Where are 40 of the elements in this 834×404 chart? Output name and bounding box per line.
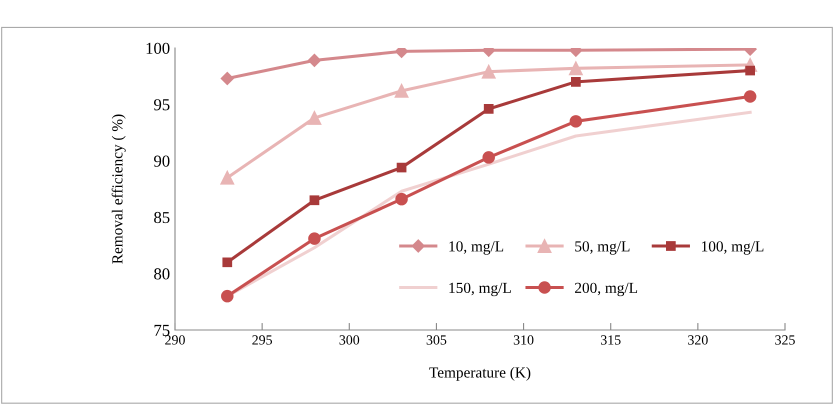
x-tick-label: 305	[426, 335, 446, 345]
y-tick-label: 80	[154, 268, 170, 280]
point	[394, 84, 409, 98]
point	[570, 115, 582, 128]
point	[310, 195, 320, 206]
point	[396, 162, 406, 172]
legend-label: 100, mg/L	[702, 241, 764, 255]
point	[744, 90, 756, 103]
x-tick-label: 290	[165, 335, 185, 345]
point	[570, 76, 581, 87]
y-tick-label: 75	[154, 324, 170, 336]
x-axis-title: Temperature (K)	[429, 366, 530, 381]
x-tick-label: 300	[340, 335, 360, 345]
x-tick-label: 315	[600, 335, 621, 345]
point	[221, 290, 234, 302]
point	[484, 104, 494, 114]
point	[308, 232, 321, 245]
y-tick-label: 90	[154, 156, 170, 167]
x-tick-label: 295	[252, 335, 272, 345]
point	[220, 170, 234, 185]
point	[482, 151, 495, 164]
point	[568, 61, 583, 76]
legend-label: 10, mg/L	[449, 241, 504, 255]
legend-label: 50, mg/L	[575, 241, 630, 255]
y-tick-label: 100	[146, 42, 170, 54]
point	[745, 66, 756, 76]
y-axis-title: Removal efficiency ( %)	[112, 114, 126, 264]
legend-label: 200, mg/L	[575, 282, 638, 296]
legend-label: 150, mg/L	[449, 282, 511, 296]
x-tick-label: 320	[688, 335, 708, 345]
point	[395, 192, 408, 206]
point	[308, 54, 322, 67]
point	[220, 72, 234, 86]
y-tick-label: 95	[154, 99, 170, 110]
point	[482, 64, 496, 79]
x-tick-label: 325	[775, 335, 795, 345]
y-tick-label: 85	[154, 212, 170, 224]
point	[307, 110, 322, 125]
x-tick-label: 310	[514, 335, 534, 345]
point	[222, 257, 232, 268]
